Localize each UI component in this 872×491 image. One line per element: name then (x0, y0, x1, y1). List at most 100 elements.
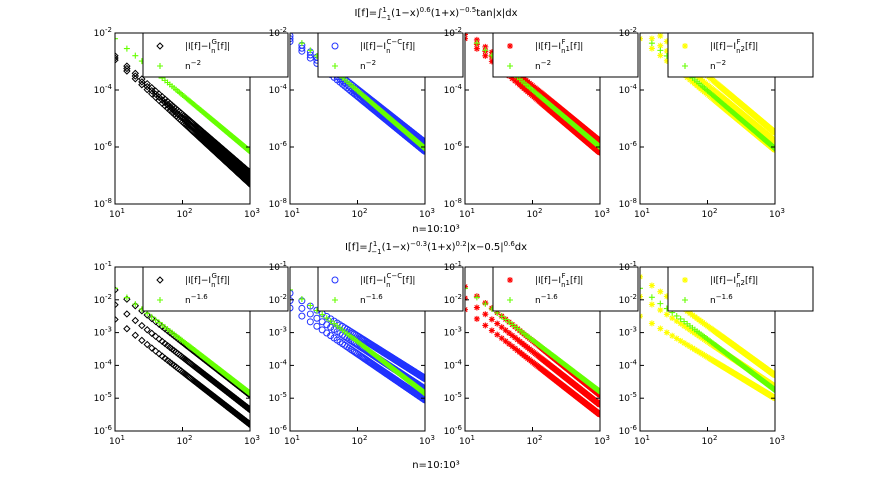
data-point (138, 78, 146, 86)
data-point (488, 58, 495, 65)
data-point (138, 336, 146, 345)
data-point (298, 40, 305, 47)
legend: |I[f]−InG[f]|n−2 (142, 32, 289, 78)
y-tick-label: 10-6 (94, 140, 113, 153)
data-point (131, 75, 140, 83)
y-tick-label: 10-6 (444, 140, 463, 153)
data-point (131, 302, 140, 310)
legend-label: n−2 (535, 59, 551, 72)
data-point (148, 314, 156, 323)
data-point (421, 375, 425, 383)
legend-label: |I[f]−InG[f]| (185, 38, 230, 55)
legend-marker (331, 42, 339, 50)
x-axis-label: n=10:10³ (412, 224, 460, 235)
legend-label: n−2 (360, 59, 376, 72)
data-point (115, 285, 118, 292)
row-title: I[f]=∫1 −1(1−x)0.6(1+x)−0.5tan|x|dx (354, 6, 517, 22)
x-tick-label: 102 (352, 207, 368, 220)
data-point (290, 289, 294, 297)
data-point (313, 314, 321, 322)
data-point (421, 396, 425, 404)
data-point (290, 38, 294, 46)
data-point (298, 296, 305, 303)
panel-2-1: 101 102 10310-610-510-410-310-210-1|I[f]−I… (94, 260, 289, 447)
y-tick-label: 10-4 (619, 83, 638, 96)
data-point (148, 313, 155, 320)
data-point (327, 318, 334, 325)
data-point (115, 35, 118, 42)
data-point (123, 62, 131, 70)
data-point (482, 47, 489, 54)
y-tick-label: 10-6 (94, 424, 113, 437)
data-point (148, 344, 156, 352)
y-tick-label: 10-6 (269, 424, 288, 437)
legend-box (492, 32, 639, 78)
data-point (473, 36, 480, 43)
legend-marker (332, 63, 338, 69)
data-point (123, 45, 130, 52)
data-point (246, 180, 250, 188)
data-point (331, 320, 338, 327)
y-tick-label: 10-5 (269, 391, 287, 404)
panel-1-4: 10110210310-810-610-410-2100|I[f]−InF2[f… (619, 26, 814, 220)
y-tick-label: 10-2 (619, 26, 637, 39)
legend-box (667, 32, 814, 78)
legend-marker (682, 63, 688, 69)
data-point (290, 297, 294, 305)
data-point (151, 317, 160, 326)
x-tick-label: 102 (527, 207, 543, 220)
series-group (115, 285, 250, 429)
y-tick-label: 10-2 (444, 26, 462, 39)
y-tick-label: 10-4 (444, 83, 463, 96)
data-point (421, 147, 425, 155)
data-point (319, 311, 326, 318)
y-tick-label: 10-1 (269, 260, 287, 273)
data-point (663, 48, 670, 55)
data-point (684, 74, 691, 81)
legend-label: |I[f]−InF2[f]| (710, 38, 758, 55)
data-point (307, 302, 314, 309)
y-tick-label: 10-4 (269, 358, 288, 371)
data-point (657, 47, 664, 54)
panel-1-1: 101 102 10310-810-610-410-2|I[f]−InG[f]|n−… (94, 26, 289, 220)
data-point (290, 35, 294, 43)
data-point (298, 312, 306, 320)
legend-marker (157, 63, 163, 69)
data-point (327, 332, 335, 340)
series-group (115, 35, 250, 188)
panel-1-3: 10110210310-810-610-410-2100|I[f]−InF1[f… (444, 26, 639, 220)
legend: |I[f]−InC−C[f]|n−2 (317, 32, 464, 78)
y-tick-label: 10-4 (94, 358, 113, 371)
data-point (422, 390, 425, 397)
legend-marker (507, 63, 513, 69)
data-point (686, 76, 693, 83)
y-tick-label: 10-6 (269, 140, 288, 153)
legend: |I[f]−InG[f]|n−1.6 (142, 266, 289, 312)
data-point (298, 47, 306, 55)
panel-1-2: 10110210310-810-610-410-2100|I[f]−InC−C[… (269, 26, 464, 220)
data-point (138, 321, 146, 330)
data-point (131, 72, 140, 80)
data-point (151, 347, 160, 355)
legend-marker (682, 43, 688, 49)
data-point (482, 43, 489, 50)
x-tick-label: 102 (177, 434, 193, 447)
legend-label: n−1.6 (185, 293, 208, 306)
series-group (290, 286, 425, 404)
y-tick-label: 10-6 (619, 140, 638, 153)
x-tick-label: 101 (634, 207, 650, 220)
data-point (152, 316, 159, 323)
data-point (246, 168, 250, 177)
data-point (156, 319, 163, 326)
y-tick-label: 10-8 (619, 197, 637, 210)
data-point (307, 47, 314, 54)
series-n^-2 (115, 35, 250, 155)
data-point (247, 390, 250, 397)
data-point (306, 318, 314, 326)
data-point (115, 56, 119, 64)
series-n^-1.6 (115, 285, 250, 397)
legend: |I[f]−InF2[f]|n−2 (667, 32, 814, 78)
x-tick-label: 102 (352, 434, 368, 447)
legend-marker (156, 276, 164, 284)
